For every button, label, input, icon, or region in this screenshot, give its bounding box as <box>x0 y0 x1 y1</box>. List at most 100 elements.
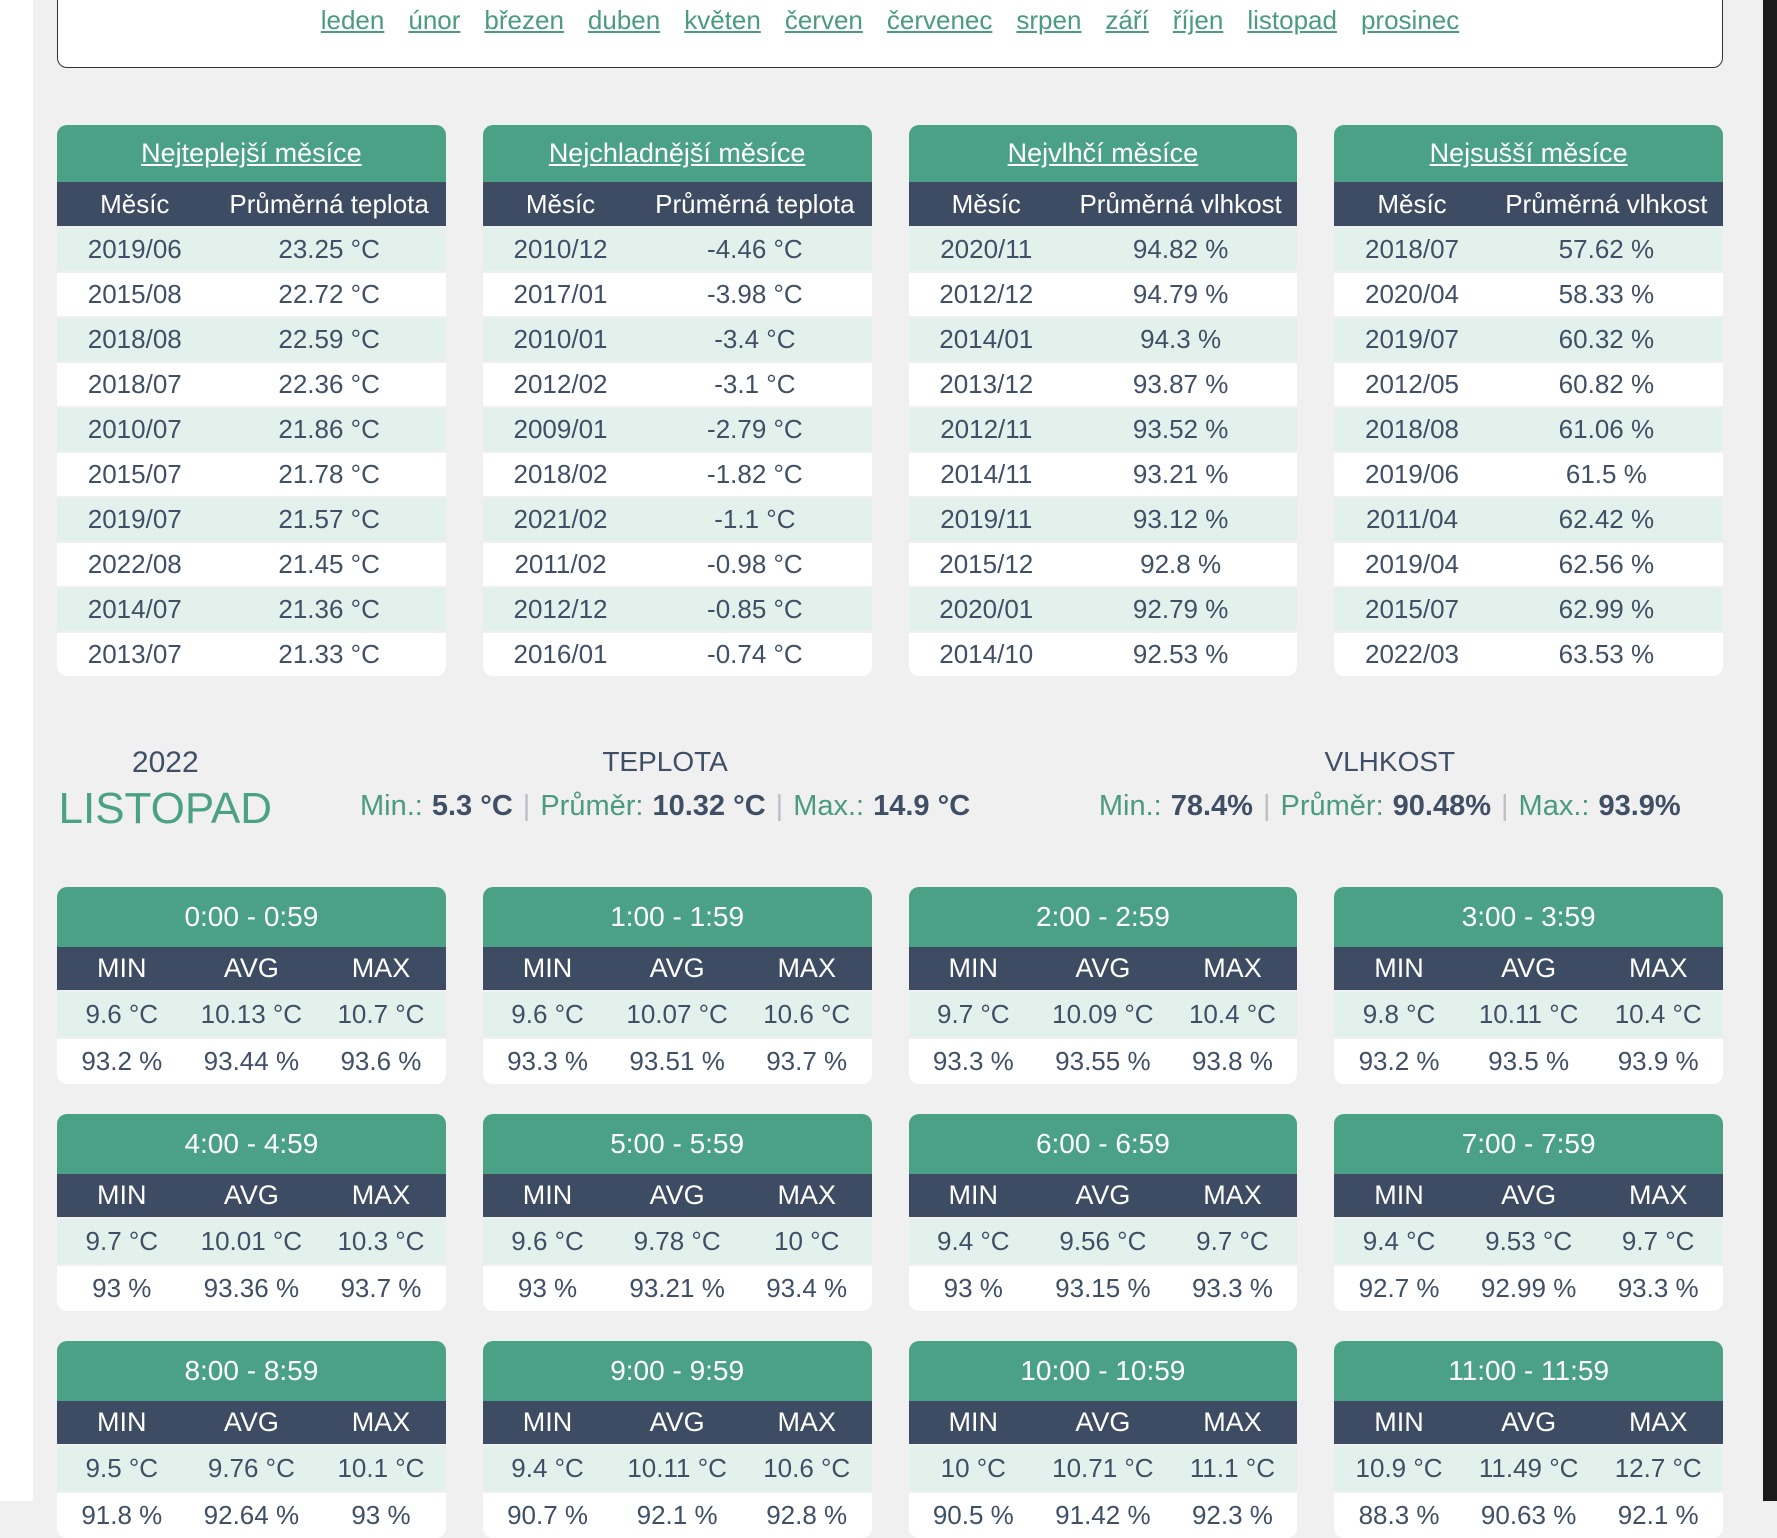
month-link[interactable]: únor <box>408 4 461 35</box>
month-link[interactable]: listopad <box>1247 4 1337 35</box>
top-tables: Nejteplejší měsíce Měsíc Průměrná teplota 2… <box>57 125 1723 676</box>
value-cell: 61.5 % <box>1565 459 1647 489</box>
month-link[interactable]: červen <box>784 4 863 35</box>
table-title-link[interactable]: Nejteplejší měsíce <box>141 138 362 168</box>
temperature-cell: 9.76 °C <box>207 1453 295 1483</box>
month-column-header: Měsíc <box>525 188 596 219</box>
humidity-cell: 92.99 % <box>1480 1273 1577 1303</box>
month-summary: 2022 LISTOPAD TEPLOTA Min.: 5.3 °C | Průměr… <box>57 746 1723 834</box>
humidity-cell: 92.64 % <box>203 1500 300 1530</box>
month-cell: 2010/01 <box>513 324 608 354</box>
humidity-cell: 90.7 % <box>507 1500 589 1530</box>
month-cell: 2017/01 <box>513 279 608 309</box>
value-cell: 21.78 °C <box>278 459 380 489</box>
hour-card-header: 11:00 - 11:59 <box>1334 1341 1723 1401</box>
temperature-row: 10 °C 10.71 °C 11.1 °C <box>908 1446 1298 1491</box>
stat-column-header: MAX <box>351 953 411 983</box>
table-row: 2018/08 61.06 % <box>1334 408 1723 451</box>
value-cell: 21.86 °C <box>278 414 380 444</box>
temperature-row: 9.4 °C 9.53 °C 9.7 °C <box>1334 1219 1723 1264</box>
month-link[interactable]: březen <box>484 4 564 35</box>
month-cell: 2010/07 <box>87 414 182 444</box>
hour-card-header: 1:00 - 1:59 <box>482 887 872 947</box>
temperature-cell: 12.7 °C <box>1614 1453 1702 1483</box>
table-title-bar: Nejteplejší měsíce <box>57 125 446 182</box>
value-cell: 57.62 % <box>1558 234 1655 264</box>
stat-column-header: AVG <box>1075 1180 1131 1210</box>
table-column-headers: Měsíc Průměrná teplota <box>482 182 872 226</box>
stat-header-row: MIN AVG MAX <box>908 1401 1298 1444</box>
separator: | <box>522 790 531 822</box>
table-title-link[interactable]: Nejchladnější měsíce <box>548 138 806 168</box>
value-column-header: Průměrná teplota <box>655 188 855 219</box>
temperature-cell: 9.53 °C <box>1485 1226 1573 1256</box>
table-row: 2021/02 -1.1 °C <box>482 498 872 541</box>
stat-column-header: AVG <box>1501 1180 1557 1210</box>
hour-card: 8:00 - 8:59 MIN AVG MAX 9.5 °C 9.76 °C 10.1 °C… <box>57 1341 446 1538</box>
stat-column-header: MIN <box>948 1407 999 1437</box>
value-cell: -0.74 °C <box>707 639 803 669</box>
temperature-cell: 10 °C <box>774 1226 840 1256</box>
stat-column-header: MIN <box>522 953 573 983</box>
hum-min-label: Min.: <box>1098 790 1162 822</box>
month-link[interactable]: říjen <box>1172 4 1224 35</box>
table-row: 2019/06 23.25 °C <box>57 228 446 271</box>
stat-header-row: MIN AVG MAX <box>57 947 446 990</box>
month-cell: 2022/08 <box>87 549 182 579</box>
temperature-row: 9.6 °C 10.13 °C 10.7 °C <box>57 992 446 1037</box>
month-cell: 2015/07 <box>87 459 182 489</box>
table-title-link[interactable]: Nejvlhčí měsíce <box>1007 138 1199 168</box>
month-cell: 2012/12 <box>513 594 608 624</box>
humidity-cell: 92.3 % <box>1191 1500 1273 1530</box>
table-row: 2012/11 93.52 % <box>908 408 1298 451</box>
humidity-cell: 93.3 % <box>507 1046 589 1076</box>
hour-card-header: 9:00 - 9:59 <box>482 1341 872 1401</box>
hour-card: 2:00 - 2:59 MIN AVG MAX 9.7 °C 10.09 °C 10.4 °… <box>908 887 1298 1084</box>
humidity-row: 93 % 93.15 % 93.3 % <box>908 1266 1298 1311</box>
temperature-cell: 9.6 °C <box>85 999 159 1029</box>
value-cell: -3.4 °C <box>714 324 796 354</box>
value-cell: 93.87 % <box>1132 369 1229 399</box>
value-cell: 92.8 % <box>1140 549 1222 579</box>
month-cell: 2019/11 <box>940 504 1033 534</box>
value-cell: 94.3 % <box>1140 324 1222 354</box>
month-cell: 2019/06 <box>87 234 182 264</box>
value-cell: 92.53 % <box>1132 639 1229 669</box>
month-cell: 2014/10 <box>939 639 1034 669</box>
stat-column-header: AVG <box>1501 953 1557 983</box>
stat-header-row: MIN AVG MAX <box>908 947 1298 990</box>
month-link[interactable]: leden <box>320 4 385 35</box>
stat-column-header: MAX <box>351 1407 411 1437</box>
stat-column-header: AVG <box>223 1180 279 1210</box>
humidity-cell: 92.7 % <box>1358 1273 1440 1303</box>
value-cell: 60.32 % <box>1558 324 1655 354</box>
humidity-row: 93.3 % 93.51 % 93.7 % <box>482 1039 872 1084</box>
stat-header-row: MIN AVG MAX <box>57 1401 446 1444</box>
month-link[interactable]: září <box>1105 4 1149 35</box>
table-row: 2012/02 -3.1 °C <box>482 363 872 406</box>
hour-card: 3:00 - 3:59 MIN AVG MAX 9.8 °C 10.11 °C 10.4 °… <box>1334 887 1723 1084</box>
temperature-cell: 9.4 °C <box>511 1453 584 1483</box>
month-link[interactable]: prosinec <box>1360 4 1460 35</box>
month-link[interactable]: srpen <box>1016 4 1082 35</box>
page-content: leden únor březen duben květen červen červenec… <box>57 0 1723 1538</box>
value-cell: 22.72 °C <box>278 279 380 309</box>
value-cell: 21.36 °C <box>278 594 380 624</box>
value-column-header: Průměrná vlhkost <box>1079 188 1282 219</box>
hour-card-header: 8:00 - 8:59 <box>57 1341 446 1401</box>
month-link[interactable]: květen <box>684 4 761 35</box>
month-cell: 2019/06 <box>1365 459 1459 489</box>
humidity-row: 90.5 % 91.42 % 92.3 % <box>908 1493 1298 1538</box>
month-cell: 2015/08 <box>87 279 182 309</box>
month-cell: 2009/01 <box>513 414 608 444</box>
window-left-gutter <box>0 0 33 1501</box>
table-title-link[interactable]: Nejsušší měsíce <box>1429 138 1628 168</box>
table-row: 2018/08 22.59 °C <box>57 318 446 361</box>
stat-header-row: MIN AVG MAX <box>1334 1174 1723 1217</box>
month-link[interactable]: duben <box>587 4 661 35</box>
humidity-cell: 93.4 % <box>766 1273 848 1303</box>
value-cell: -2.79 °C <box>707 414 803 444</box>
humidity-row: 93 % 93.36 % 93.7 % <box>57 1266 446 1311</box>
table-row: 2011/04 62.42 % <box>1334 498 1723 541</box>
month-link[interactable]: červenec <box>886 4 993 35</box>
